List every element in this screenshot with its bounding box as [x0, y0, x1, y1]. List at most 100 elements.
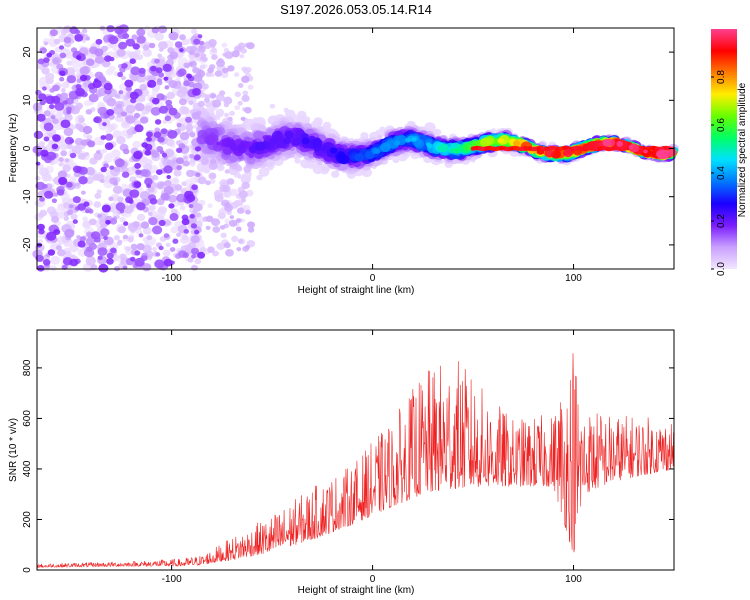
- spectrogram-cell: [85, 36, 91, 41]
- spectrogram-cell: [183, 62, 190, 68]
- spectrogram-cell: [156, 198, 165, 206]
- spectrogram-cell: [77, 240, 86, 248]
- spectrogram-cell: [188, 50, 195, 56]
- spectrogram-cell: [209, 178, 216, 184]
- spectrogram-cell: [42, 259, 51, 266]
- spectrogram-cell: [39, 99, 46, 106]
- spectrogram-cell: [242, 67, 251, 74]
- spectrogram-cell: [207, 67, 214, 74]
- spectrogram-cell: [151, 27, 159, 34]
- spectrogram-cell: [152, 246, 157, 252]
- spectrogram-xlabel: Height of straight line (km): [298, 285, 415, 296]
- spectrogram-cell: [163, 233, 170, 239]
- spectrogram-cell: [223, 103, 229, 108]
- spectrogram-cell: [166, 175, 171, 179]
- spectrogram-cell: [134, 102, 145, 112]
- colorbar-tick-label: 0.6: [716, 118, 727, 132]
- spectrogram-cell: [175, 157, 184, 165]
- spectrogram-cell: [46, 231, 57, 241]
- spectrogram-cell: [78, 117, 85, 123]
- spectrogram-cell: [147, 211, 153, 216]
- spectrogram-cell: [138, 67, 146, 74]
- spectrogram-cell: [191, 254, 196, 259]
- spectrogram-cell: [86, 135, 93, 140]
- spectrogram-cell: [188, 100, 194, 106]
- spectrogram-cell: [64, 228, 75, 238]
- spectrogram-cell: [81, 28, 88, 34]
- spectrogram-cell: [563, 148, 573, 158]
- spectrogram-cell: [120, 111, 128, 117]
- spectrogram-cell: [66, 143, 74, 150]
- spectrogram-cell: [163, 76, 169, 81]
- spectrogram-cell: [39, 196, 45, 202]
- spectrogram-cell: [140, 221, 150, 229]
- spectrogram-cell: [86, 246, 93, 252]
- spectrogram-cell: [195, 212, 201, 218]
- spectrogram-cell: [37, 239, 44, 244]
- spectrogram-cell: [123, 205, 134, 214]
- spectrogram-cell: [156, 93, 165, 101]
- spectrogram-cell: [307, 162, 315, 169]
- spectrogram-cell: [514, 146, 520, 151]
- spectrogram-cell: [143, 163, 153, 172]
- spectrogram-cell: [148, 42, 156, 49]
- spectrogram-cell: [157, 206, 168, 215]
- spectrogram-cell: [448, 147, 455, 154]
- spectrogram-cell: [152, 97, 160, 105]
- spectrogram-cell: [72, 219, 78, 224]
- spectrogram-cell: [256, 174, 263, 181]
- spectrogram-cell: [193, 38, 201, 45]
- spectrogram-cell: [190, 28, 198, 35]
- spectrogram-cell: [43, 122, 54, 132]
- spectrogram-cell: [201, 53, 207, 58]
- spectrogram-cell: [166, 160, 175, 168]
- spectrogram-cell: [212, 250, 219, 257]
- spectrogram-cell: [130, 66, 141, 76]
- spectrogram-cell: [100, 179, 105, 183]
- spectrogram-cell: [176, 165, 182, 171]
- spectrogram-cell: [101, 204, 111, 213]
- spectrogram-cell: [53, 229, 61, 235]
- spectrogram-cell: [190, 223, 197, 229]
- spectrogram-cell: [60, 92, 69, 100]
- spectrogram-cell: [187, 257, 194, 263]
- spectrogram-cell: [174, 41, 183, 48]
- spectrogram-cell: [317, 160, 323, 166]
- spectrogram-cell: [146, 235, 153, 241]
- spectrogram-cell: [63, 202, 71, 209]
- spectrogram-cell: [156, 169, 163, 176]
- spectrogram-cell: [135, 169, 142, 175]
- spectrogram-cell: [108, 35, 119, 45]
- spectrogram-cell: [269, 103, 276, 109]
- spectrogram-cell: [50, 265, 57, 272]
- spectrogram-cell: [94, 192, 102, 199]
- spectrogram-cell: [39, 47, 47, 54]
- spectrogram-cell: [63, 216, 69, 221]
- spectrogram-cell: [654, 146, 660, 151]
- spectrogram-cell: [181, 181, 187, 186]
- spectrogram-cell: [79, 66, 90, 76]
- spectrogram-cell: [76, 55, 82, 60]
- spectrogram-cell: [43, 41, 49, 46]
- spectrogram-cell: [62, 100, 68, 105]
- y-tick-label: 400: [22, 460, 33, 477]
- spectrogram-cell: [113, 181, 119, 186]
- spectrogram-cell: [69, 139, 75, 144]
- spectrogram-cell: [193, 73, 203, 82]
- spectrogram-cell: [139, 83, 148, 91]
- spectrogram-cell: [106, 258, 114, 265]
- spectrogram-cell: [169, 51, 179, 60]
- spectrogram-cell: [178, 86, 188, 95]
- spectrogram-cell: [470, 146, 476, 151]
- spectrogram-cell: [101, 60, 111, 68]
- spectrogram-cell: [174, 184, 183, 191]
- spectrogram-cell: [374, 148, 381, 154]
- spectrogram-cell: [168, 107, 178, 116]
- spectrogram-cell: [191, 200, 197, 206]
- spectrogram-cell: [555, 146, 560, 152]
- spectrogram-cell: [217, 212, 226, 220]
- spectrogram-cell: [35, 161, 41, 166]
- spectrogram-cell: [56, 109, 65, 116]
- spectrogram-cell: [165, 138, 175, 147]
- spectrogram-cell: [100, 166, 107, 173]
